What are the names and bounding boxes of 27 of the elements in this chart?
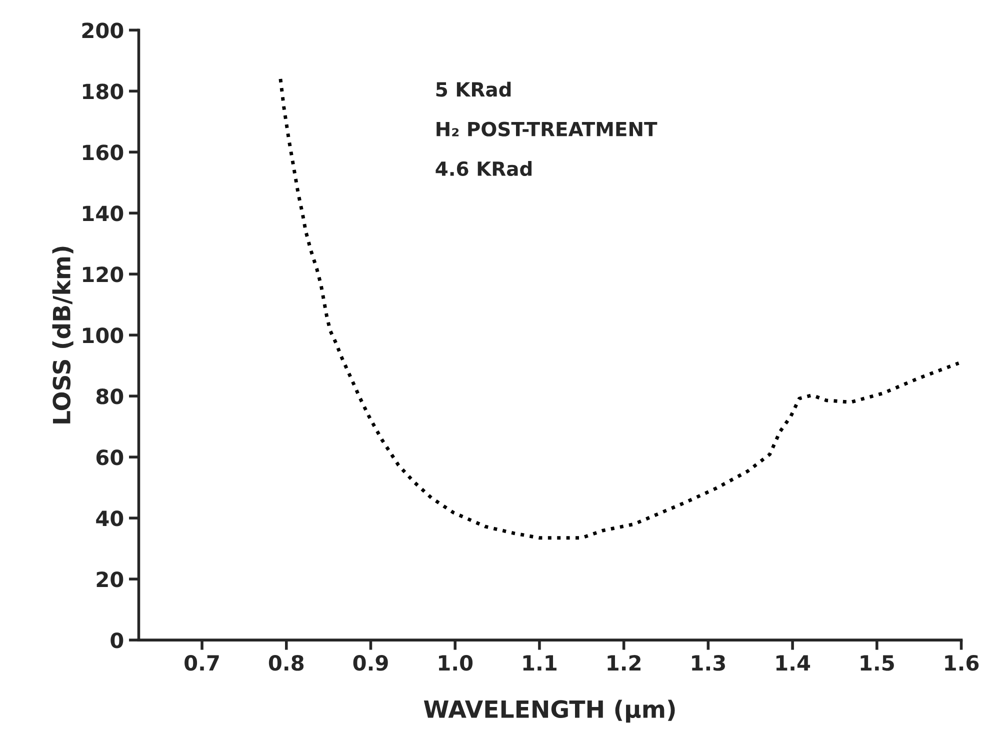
x-tick-label: 1.5	[860, 655, 894, 671]
annotation: 4.6 KRad	[436, 160, 532, 176]
x-tick-label: 1.0	[438, 655, 473, 671]
y-tick-label: 100	[83, 328, 124, 344]
x-tick-label: 0.7	[184, 655, 219, 671]
line-series	[278, 77, 960, 540]
y-tick-label: 200	[82, 22, 124, 38]
y-tick-label: 60	[96, 450, 124, 466]
x-tick-label: 1.3	[692, 655, 725, 671]
y-tick-label: 160	[83, 144, 124, 160]
x-axis-title: WAVELENGTH (μm)	[424, 700, 675, 723]
x-tick-label: 1.4	[776, 655, 810, 670]
annotation: H₂ POST-TREATMENT	[436, 122, 658, 136]
y-tick-label: 120	[83, 266, 124, 282]
y-tick-label: 80	[96, 388, 124, 404]
y-axis-title: LOSS (dB/km)	[52, 246, 74, 424]
x-tick-label: 1.1	[523, 655, 556, 670]
y-tick-label: 40	[96, 510, 124, 526]
annotation: 5 KRad	[436, 82, 511, 97]
x-tick-label: 1.6	[945, 655, 979, 671]
y-tick-label: 0	[110, 632, 124, 648]
y-tick-label: 20	[96, 572, 124, 588]
x-tick-label: 0.8	[268, 655, 304, 671]
y-tick-label: 140	[83, 206, 124, 222]
y-tick-label: 180	[83, 84, 124, 100]
x-tick-label: 0.9	[353, 655, 388, 671]
x-tick-label: 1.2	[608, 655, 640, 670]
